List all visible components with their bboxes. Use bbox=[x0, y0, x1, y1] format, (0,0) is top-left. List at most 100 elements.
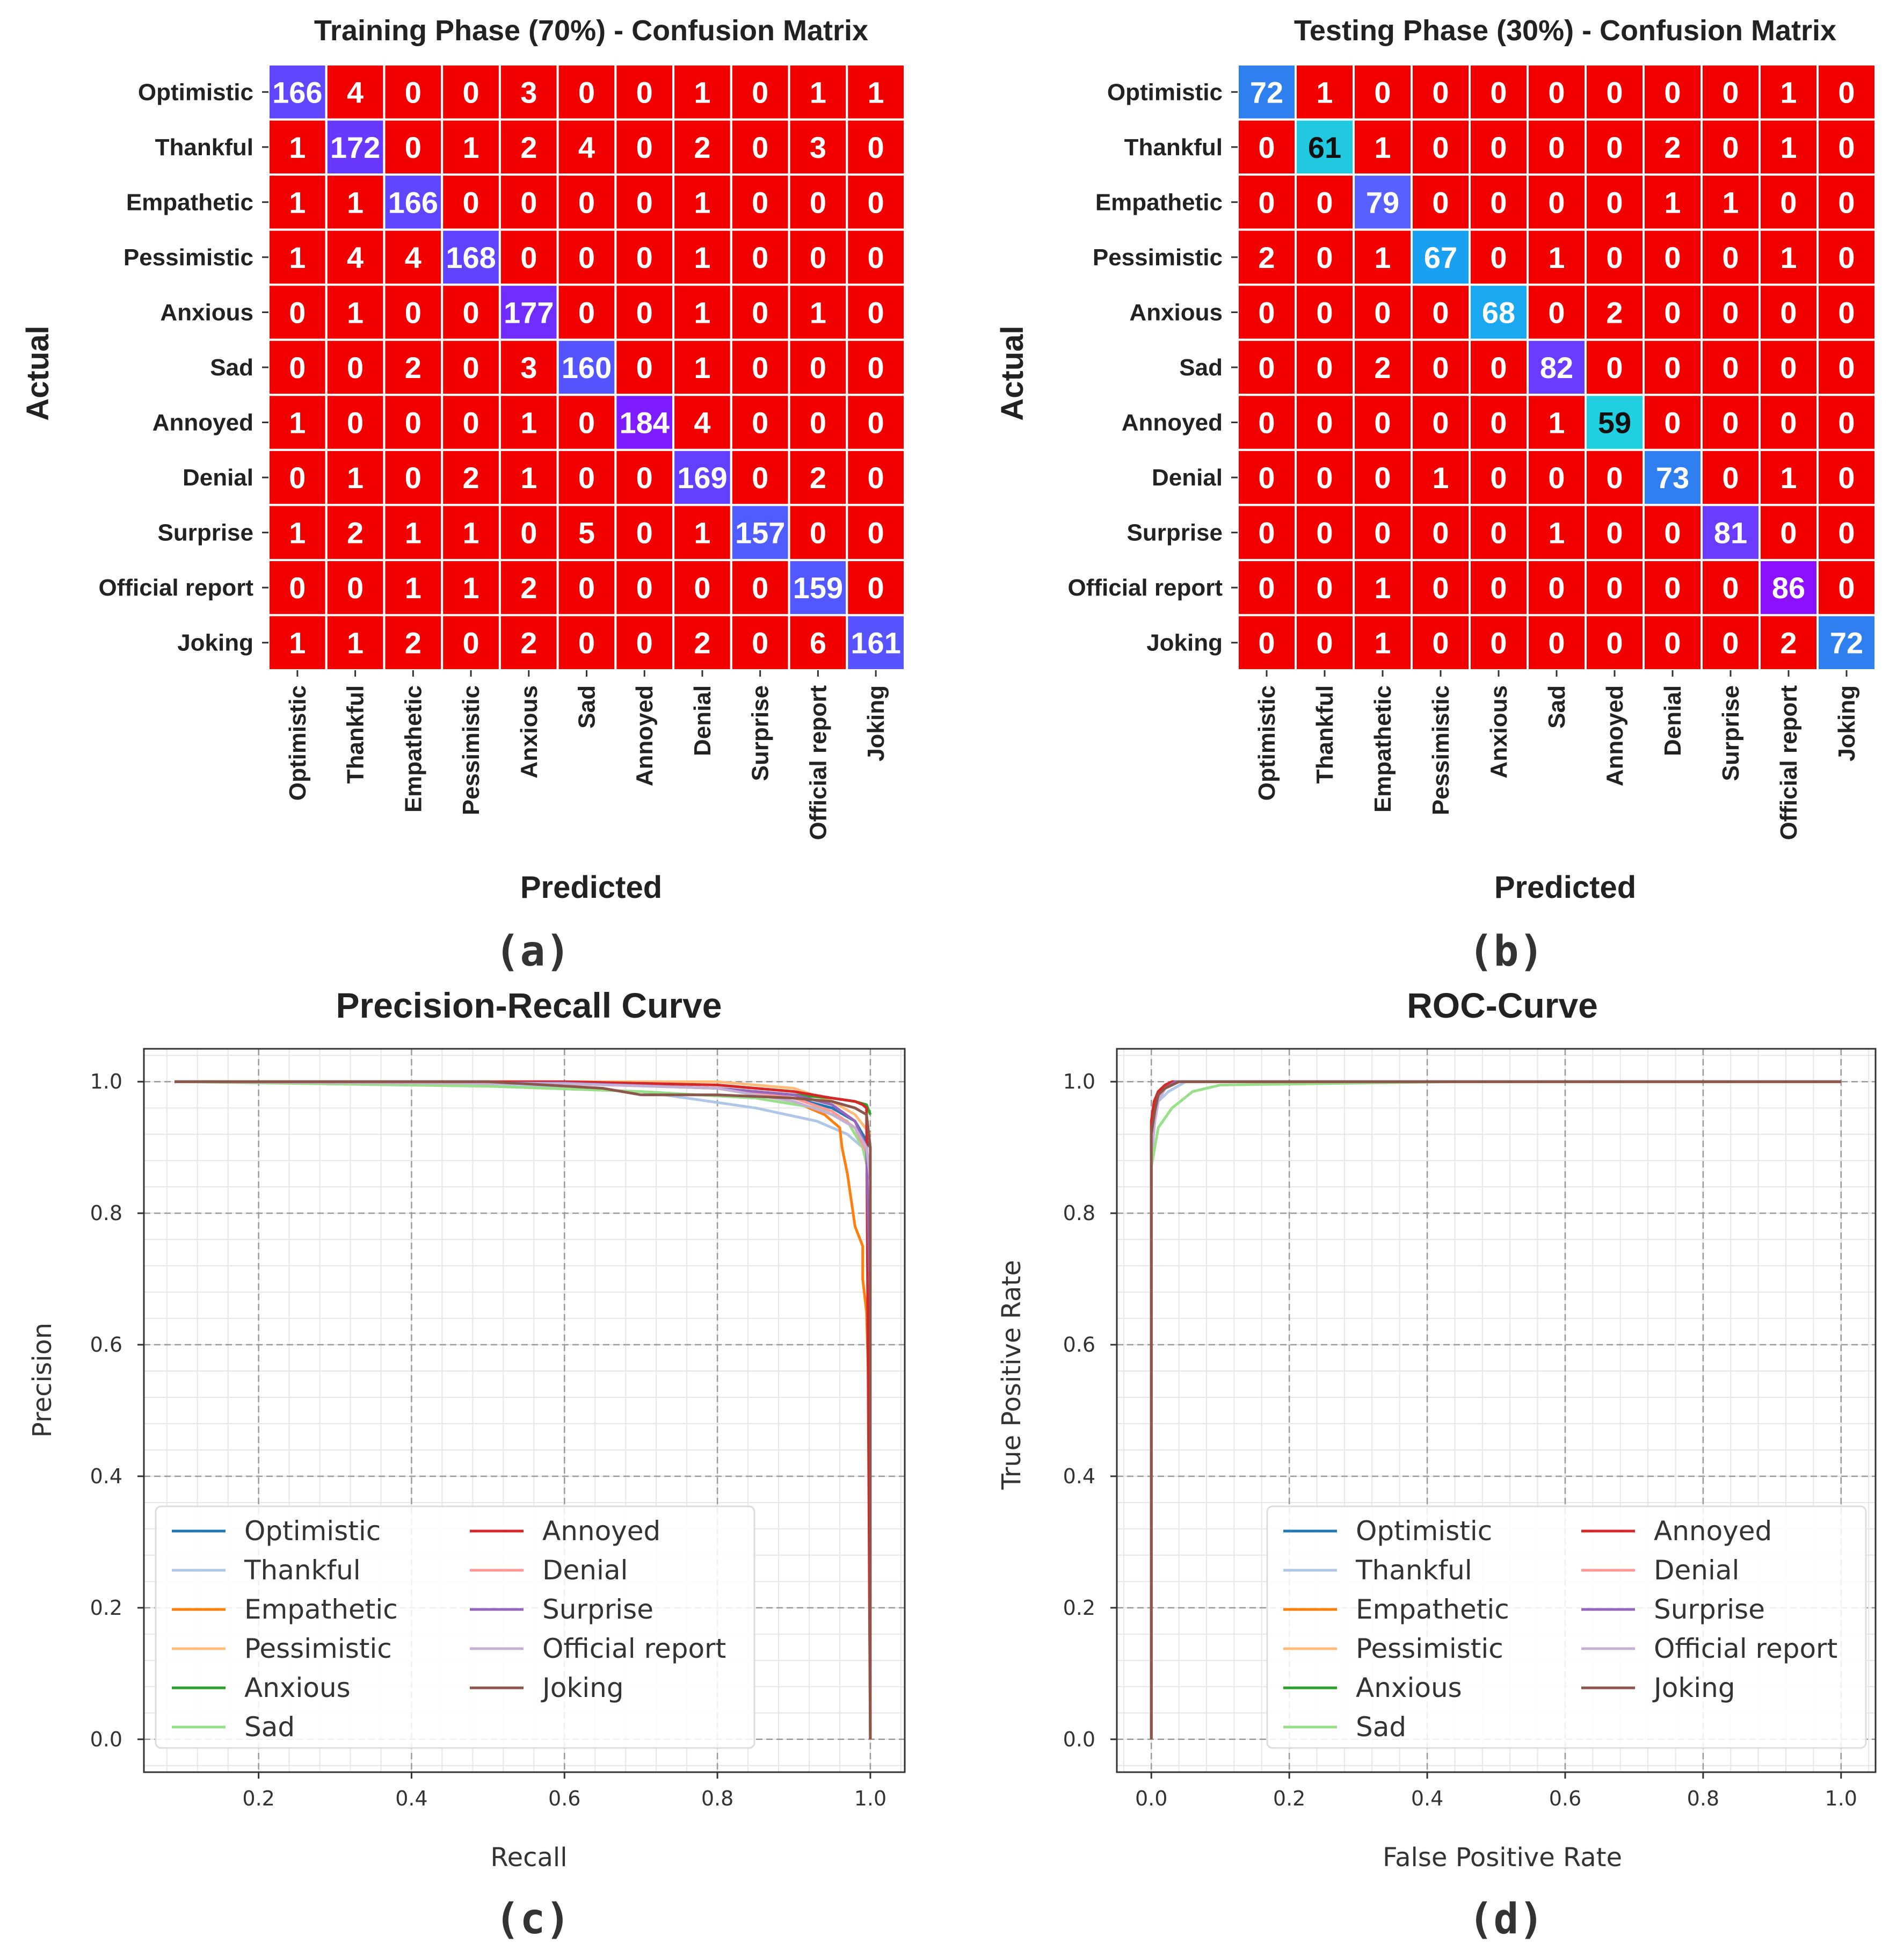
cell-value: 0 bbox=[1664, 626, 1681, 660]
cell-value: 0 bbox=[1548, 626, 1565, 660]
panel-b-xlabel: Predicted bbox=[1494, 870, 1636, 905]
y-tick-label-thankful: Thankful bbox=[1124, 134, 1223, 161]
cell-value: 0 bbox=[868, 516, 884, 550]
cell-value: 0 bbox=[462, 75, 479, 109]
cell-value: 0 bbox=[289, 461, 306, 495]
cell-value: 81 bbox=[1714, 516, 1747, 550]
cell-value: 0 bbox=[289, 571, 306, 605]
cell-value: 0 bbox=[1838, 130, 1855, 164]
cell-sad-pessimistic bbox=[1411, 338, 1471, 396]
cell-value: 2 bbox=[1258, 241, 1275, 274]
cell-official-report-official-report bbox=[788, 559, 848, 617]
cell-surprise-anxious bbox=[498, 504, 559, 561]
cell-value: 0 bbox=[1664, 516, 1681, 550]
cell-sad-annoyed bbox=[614, 338, 675, 396]
plot-frame bbox=[1116, 1048, 1877, 1773]
plot-frame bbox=[143, 1048, 906, 1773]
y-tick-label: 0.8 bbox=[1063, 1201, 1095, 1225]
cell-value: 0 bbox=[1490, 130, 1507, 164]
cell-value: 1 bbox=[405, 516, 422, 550]
cell-value: 1 bbox=[1374, 626, 1391, 660]
legend-box bbox=[1266, 1505, 1867, 1749]
cell-value: 1 bbox=[1374, 241, 1391, 274]
cell-empathetic-anxious bbox=[498, 173, 559, 231]
legend: Optimistic Thankful Empathetic Pessimistic A… bbox=[155, 1505, 755, 1749]
cell-value: 0 bbox=[1606, 461, 1623, 495]
cell-value: 1 bbox=[1432, 461, 1449, 495]
cell-optimistic-denial bbox=[672, 63, 732, 121]
cell-pessimistic-official-report bbox=[1758, 228, 1819, 286]
cell-value: 0 bbox=[1838, 241, 1855, 274]
cell-value: 4 bbox=[405, 241, 422, 274]
cell-value: 0 bbox=[1258, 295, 1275, 329]
panel-d-title: ROC-Curve bbox=[1407, 985, 1598, 1025]
cell-value: 0 bbox=[810, 516, 826, 550]
panel-a-title: Training Phase (70%) - Confusion Matrix bbox=[314, 14, 868, 47]
x-tick-label-thankful: Thankful bbox=[343, 685, 369, 784]
cell-value: 59 bbox=[1598, 406, 1631, 440]
cell-value: 0 bbox=[578, 406, 595, 440]
cell-value: 3 bbox=[520, 351, 537, 385]
cell-surprise-empathetic bbox=[383, 504, 444, 561]
series-line-joking bbox=[175, 1080, 872, 1739]
cell-value: 0 bbox=[1664, 571, 1681, 605]
cell-value: 0 bbox=[405, 461, 422, 495]
cell-value: 0 bbox=[752, 295, 768, 329]
panel-d-xlabel: False Positive Rate bbox=[1383, 1843, 1622, 1873]
cell-anxious-denial bbox=[672, 284, 732, 341]
cell-pessimistic-empathetic bbox=[383, 228, 444, 286]
cell-value: 0 bbox=[1432, 351, 1449, 385]
cell-value: 0 bbox=[405, 406, 422, 440]
cell-value: 1 bbox=[1780, 130, 1797, 164]
cell-value: 0 bbox=[636, 516, 653, 550]
cell-value: 0 bbox=[462, 185, 479, 219]
cell-denial-annoyed bbox=[614, 448, 675, 506]
cell-pessimistic-joking bbox=[846, 228, 906, 286]
legend-label-thankful: Thankful bbox=[1355, 1555, 1472, 1586]
y-tick-label: 0.2 bbox=[90, 1596, 122, 1620]
legend-label-surprise: Surprise bbox=[542, 1594, 653, 1625]
cell-value: 0 bbox=[1722, 461, 1739, 495]
cell-value: 1 bbox=[1374, 130, 1391, 164]
legend-label-sad: Sad bbox=[1356, 1711, 1406, 1743]
cell-anxious-thankful bbox=[1295, 284, 1355, 341]
cell-value: 0 bbox=[1838, 295, 1855, 329]
cell-annoyed-optimistic bbox=[267, 394, 328, 451]
cell-value: 0 bbox=[578, 75, 595, 109]
cell-value: 0 bbox=[1838, 461, 1855, 495]
cell-value: 1 bbox=[1664, 185, 1681, 219]
cell-value: 0 bbox=[868, 241, 884, 274]
cell-value: 0 bbox=[1316, 461, 1333, 495]
x-tick-label-denial: Denial bbox=[689, 685, 716, 756]
cell-value: 1 bbox=[694, 241, 710, 274]
cell-value: 0 bbox=[1316, 406, 1333, 440]
y-tick-label: 1.0 bbox=[1063, 1070, 1095, 1093]
cell-value: 1 bbox=[520, 461, 537, 495]
cell-sad-pessimistic bbox=[441, 338, 501, 396]
cell-value: 1 bbox=[694, 75, 710, 109]
cell-thankful-official-report bbox=[1758, 118, 1819, 176]
cell-empathetic-surprise bbox=[730, 173, 790, 231]
cell-optimistic-anxious bbox=[1469, 63, 1529, 121]
cell-joking-annoyed bbox=[1585, 614, 1645, 672]
cell-value: 166 bbox=[388, 185, 438, 219]
cell-value: 0 bbox=[347, 351, 364, 385]
panel-c-xlabel: Recall bbox=[490, 1843, 567, 1873]
x-tick-label-optimistic: Optimistic bbox=[1254, 685, 1280, 801]
cell-value: 0 bbox=[1258, 516, 1275, 550]
panel-b-testing-confusion-matrix: Testing Phase (30%) - Confusion Matrix A… bbox=[995, 14, 1877, 976]
y-tick-label: 0.6 bbox=[1063, 1333, 1095, 1357]
panel-b-panel-label: (b) bbox=[1469, 927, 1544, 976]
cell-surprise-pessimistic bbox=[1411, 504, 1471, 561]
panel-d-ylabel: True Positive Rate bbox=[997, 1260, 1027, 1490]
cell-thankful-pessimistic bbox=[1411, 118, 1471, 176]
cell-value: 0 bbox=[1432, 406, 1449, 440]
cell-value: 1 bbox=[405, 571, 422, 605]
cell-value: 0 bbox=[1548, 75, 1565, 109]
cell-value: 1 bbox=[462, 516, 479, 550]
cell-pessimistic-annoyed bbox=[1585, 228, 1645, 286]
x-tick-label-surprise: Surprise bbox=[1718, 685, 1744, 781]
cell-value: 157 bbox=[735, 516, 785, 550]
cell-value: 0 bbox=[752, 406, 768, 440]
legend-label-surprise: Surprise bbox=[1654, 1594, 1765, 1625]
